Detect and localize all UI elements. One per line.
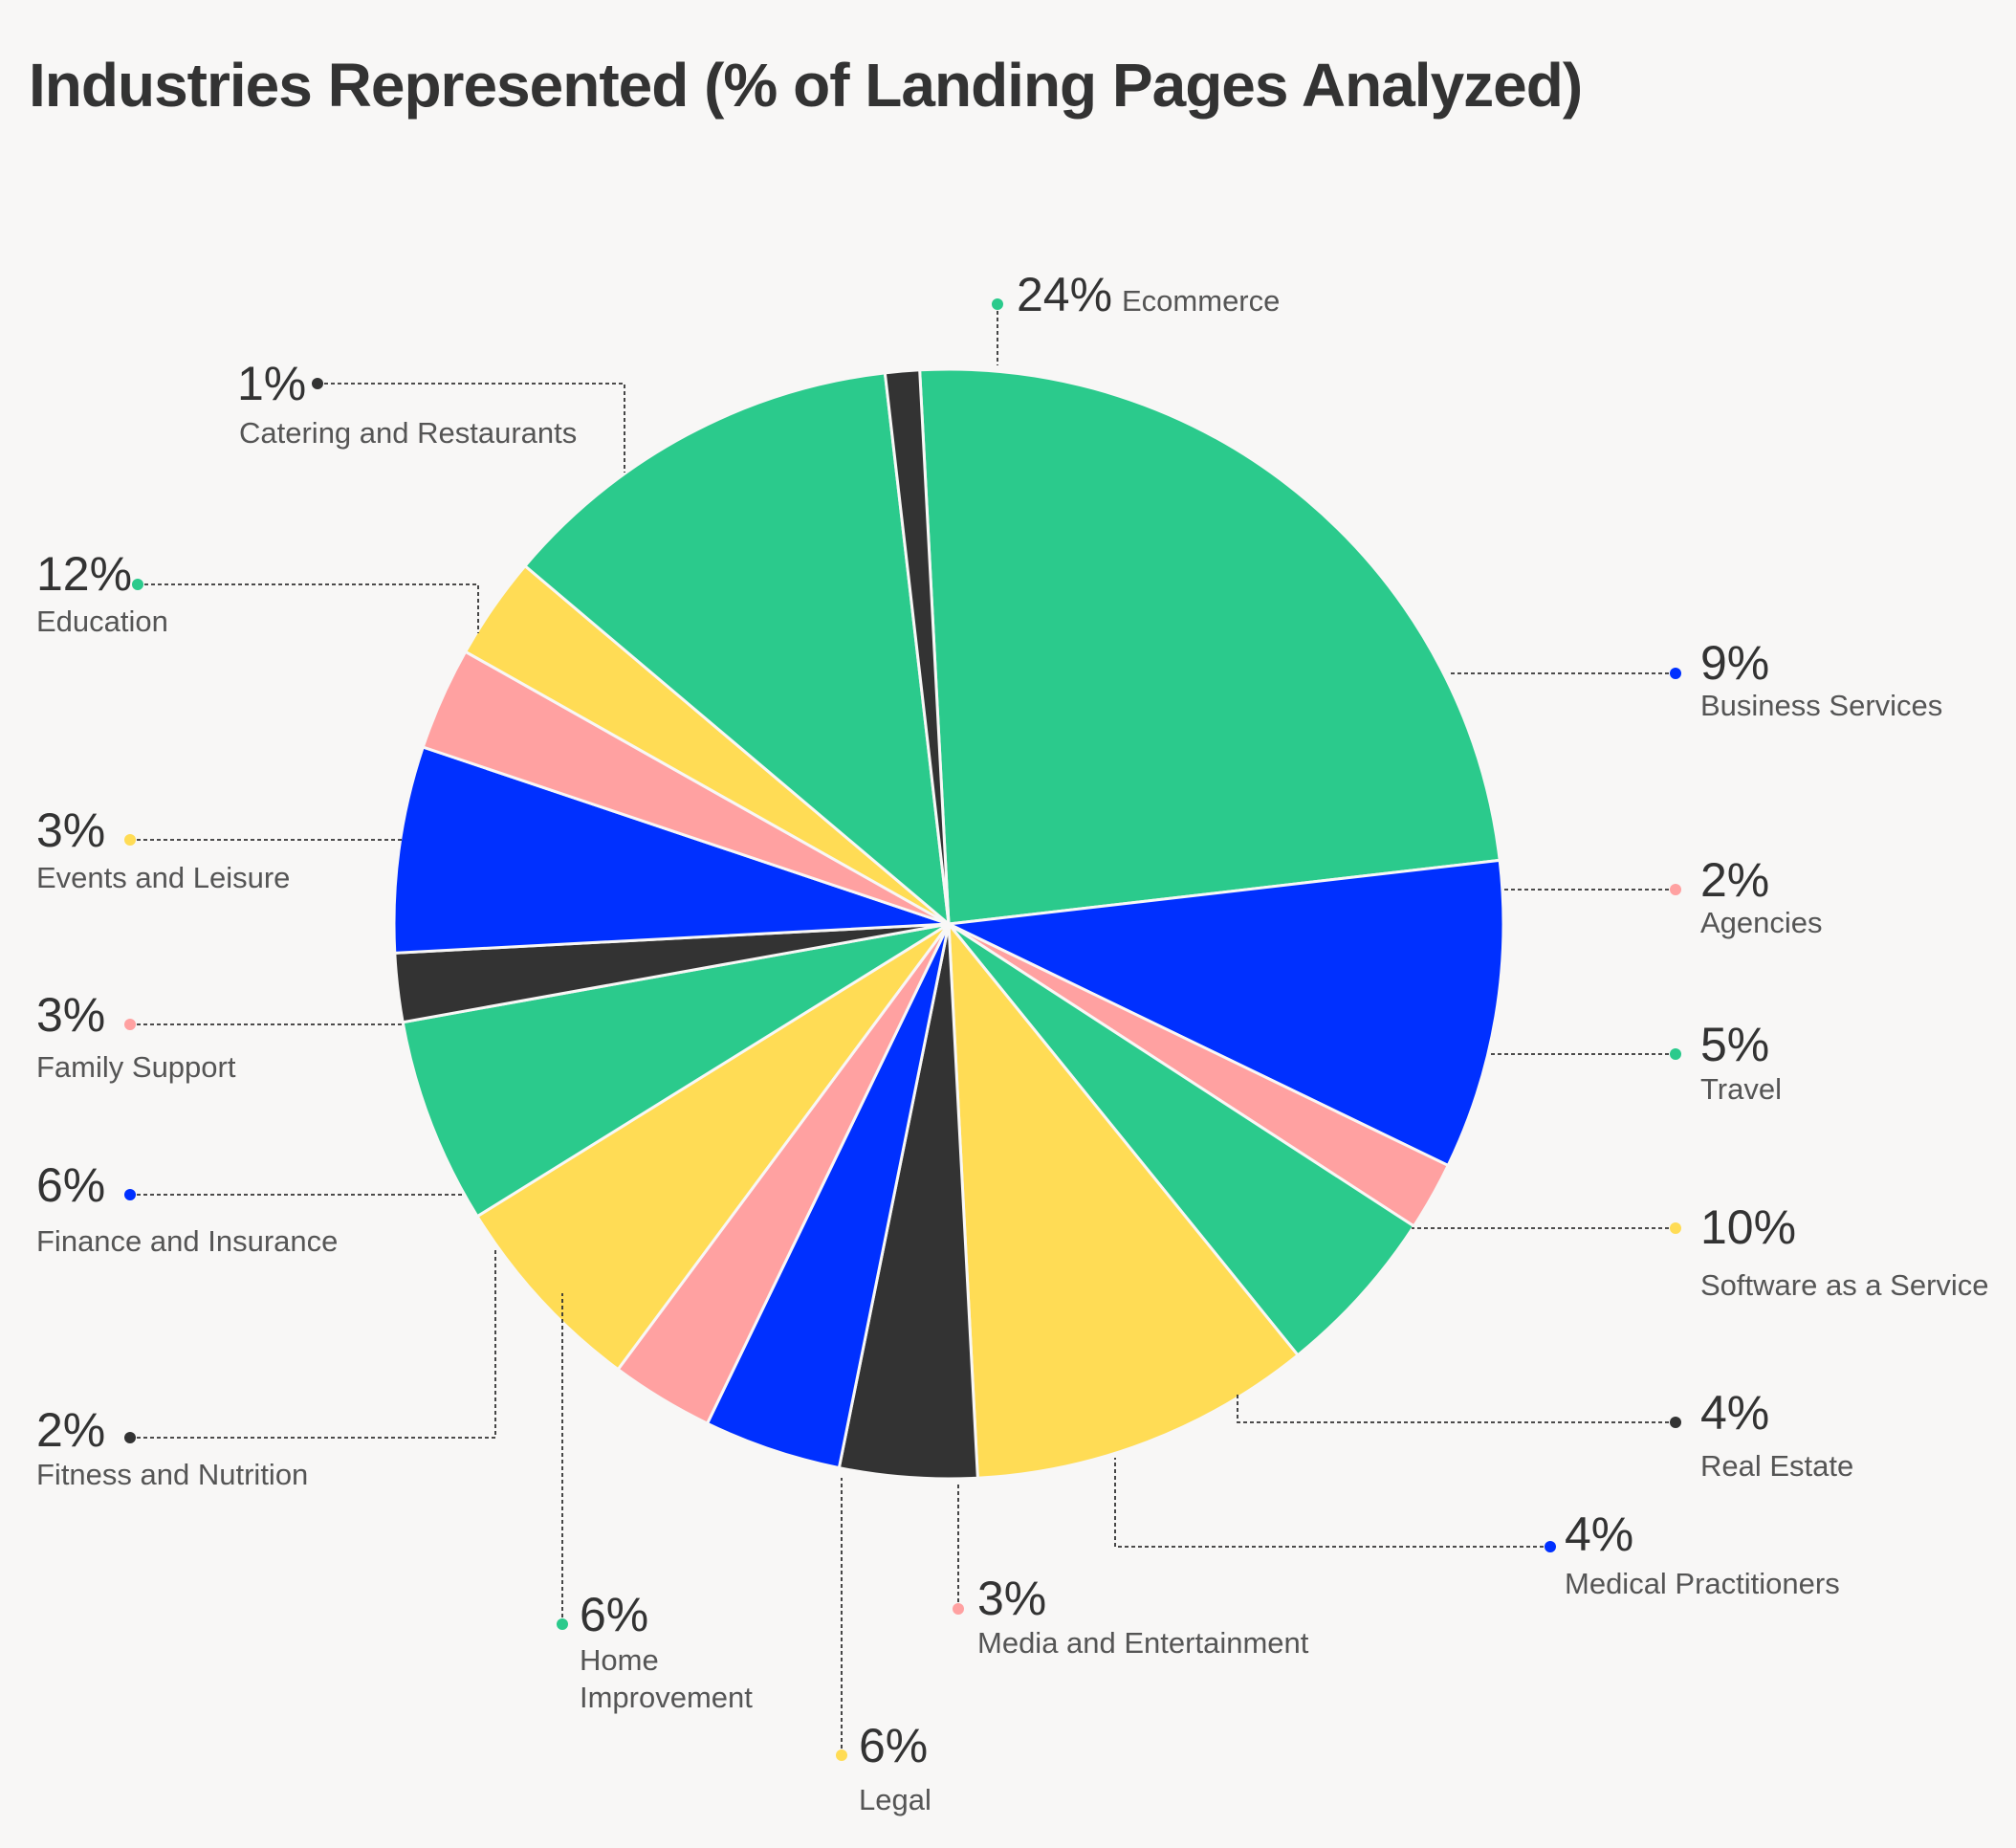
category-label-medical-practitioners: Medical Practitioners [1565, 1567, 1840, 1600]
pie-slice-business-services [943, 858, 1505, 1168]
data-label-legal: 6% [859, 1719, 928, 1772]
category-label-real-estate: Real Estate [1700, 1449, 1853, 1483]
data-label-events-and-leisure: 3% [36, 803, 105, 857]
category-label-legal: Legal [859, 1783, 931, 1816]
category-label-catering-and-restaurants: Catering and Restaurants [239, 416, 577, 450]
data-label-family-support: 3% [36, 988, 105, 1042]
leader-line-real-estate [1237, 1393, 1676, 1423]
data-label-fitness-and-nutrition: 2% [36, 1403, 105, 1457]
category-label-fitness-and-nutrition: Fitness and Nutrition [36, 1458, 308, 1491]
data-label-education: 12% [36, 547, 132, 601]
label-dot-finance-and-insurance [124, 1189, 136, 1200]
label-dot-medical-practitioners [1545, 1541, 1556, 1552]
pie-slice-travel [947, 922, 1416, 1357]
label-dot-ecommerce [992, 298, 1003, 310]
label-dot-legal [836, 1749, 847, 1761]
category-label-agencies: Agencies [1700, 906, 1823, 939]
pie-slice-catering-and-restaurants [883, 368, 951, 925]
data-label-home-improvement: 6% [580, 1588, 648, 1641]
data-label-software-as-a-service: 10% [1700, 1200, 1796, 1254]
chart-title: Industries Represented (% of Landing Pag… [29, 51, 1583, 120]
label-dot-software-as-a-service [1670, 1222, 1681, 1234]
data-label-medical-practitioners: 4% [1565, 1507, 1633, 1561]
category-label-business-services: Business Services [1700, 689, 1942, 722]
label-dot-media-and-entertainment [953, 1603, 964, 1615]
label-dot-fitness-and-nutrition [124, 1432, 136, 1443]
pie-slice-legal [474, 922, 951, 1372]
label-dot-events-and-leisure [124, 834, 136, 846]
label-dot-home-improvement [557, 1618, 568, 1630]
category-label-finance-and-insurance: Finance and Insurance [36, 1224, 338, 1258]
pie-slice-finance-and-insurance [392, 745, 950, 955]
pie-slice-software-as-a-service [947, 919, 1301, 1480]
label-dot-agencies [1670, 884, 1681, 895]
category-label-travel: Travel [1700, 1072, 1782, 1106]
category-label-software-as-a-service: Software as a Service [1700, 1268, 1989, 1302]
label-dot-business-services [1670, 668, 1681, 679]
data-label-catering-and-restaurants: 1% [237, 357, 306, 410]
data-label-finance-and-insurance: 6% [36, 1158, 105, 1212]
leader-line-fitness-and-nutrition [130, 1249, 496, 1439]
data-label-travel: 5% [1700, 1018, 1769, 1071]
category-label-family-support: Family Support [36, 1050, 236, 1084]
label-dot-education [132, 579, 143, 590]
leader-line-medical-practitioners [1114, 1458, 1550, 1548]
label-dot-family-support [124, 1019, 136, 1030]
category-label-ecommerce: Ecommerce [1122, 284, 1280, 318]
data-label-agencies: 2% [1700, 853, 1769, 907]
label-dot-catering-and-restaurants [312, 378, 323, 389]
pie-slice-home-improvement [401, 922, 950, 1219]
category-label-media-and-entertainment: Media and Entertainment [977, 1626, 1309, 1660]
data-label-ecommerce: 24% [1017, 268, 1112, 321]
data-label-business-services: 9% [1700, 636, 1769, 690]
label-dot-travel [1670, 1048, 1681, 1060]
leader-line-education [138, 583, 479, 633]
category-label-events-and-leisure: Events and Leisure [36, 861, 290, 894]
pie-slice-education [522, 371, 951, 928]
data-label-media-and-entertainment: 3% [977, 1572, 1046, 1625]
category-label-home-improvement: Home Improvement [580, 1643, 753, 1714]
label-dot-real-estate [1670, 1417, 1681, 1428]
data-label-real-estate: 4% [1700, 1386, 1769, 1440]
leader-line-catering-and-restaurants [318, 383, 625, 473]
category-label-education: Education [36, 605, 168, 638]
pie-slice-ecommerce [918, 367, 1501, 926]
